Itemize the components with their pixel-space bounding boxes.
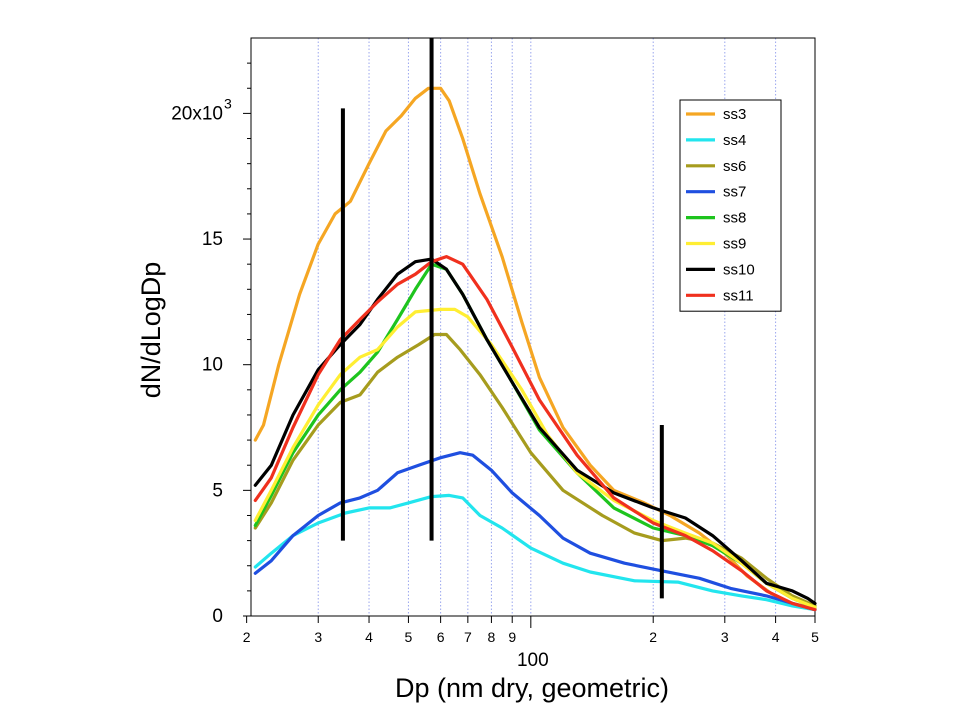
series-line-ss3 — [253, 86, 817, 611]
series-lines — [253, 86, 817, 612]
y-tick-label: 15 — [202, 229, 223, 250]
legend-label: ss4 — [723, 132, 746, 149]
x-tick-label: 2 — [649, 629, 657, 645]
series-line-ss11 — [253, 255, 817, 612]
legend-label: ss11 — [723, 287, 754, 304]
series-line-ss7 — [253, 451, 817, 612]
legend-label: ss3 — [723, 106, 746, 123]
x-tick-label: 5 — [405, 629, 413, 645]
legend-label: ss8 — [723, 210, 746, 227]
x-tick-label: 2 — [243, 629, 251, 645]
legend-box — [679, 99, 782, 312]
y-tick-label: 20x10 — [171, 103, 223, 124]
x-tick-label: 6 — [437, 629, 445, 645]
series-line-ss4 — [253, 493, 817, 612]
legend-label: ss7 — [723, 184, 746, 201]
x-decade-label: 100 — [517, 650, 549, 671]
y-axis: 0 5 10 15 20x10 3 — [171, 62, 251, 627]
legend: ss3 ss4 ss6 ss7 ss8 ss9 ss10 ss11 — [679, 99, 782, 312]
plot-frame — [250, 37, 816, 617]
legend-label: ss6 — [723, 158, 746, 175]
x-tick-label: 4 — [772, 629, 780, 645]
x-axis: 2 3 4 5 6 7 8 9 2 3 4 5 100 — [243, 616, 819, 671]
y-exponent: 3 — [224, 95, 232, 111]
x-tick-label: 4 — [365, 629, 373, 645]
y-tick-label: 10 — [202, 355, 223, 376]
vertical-markers — [340, 38, 664, 599]
x-tick-label: 8 — [488, 629, 496, 645]
x-tick-label: 3 — [314, 629, 322, 645]
legend-label: ss9 — [723, 236, 746, 253]
y-tick-label: 0 — [212, 606, 223, 627]
x-tick-label: 9 — [508, 629, 516, 645]
y-axis-title: dN/dLogDp — [136, 262, 166, 399]
x-axis-title: Dp (nm dry, geometric) — [395, 673, 669, 703]
legend-label: ss10 — [723, 261, 755, 278]
x-tick-label: 5 — [811, 629, 819, 645]
x-tick-label: 3 — [721, 629, 729, 645]
series-line-ss10 — [253, 257, 817, 605]
x-tick-label: 7 — [464, 629, 472, 645]
y-tick-label: 5 — [212, 480, 223, 501]
series-line-ss9 — [253, 307, 817, 609]
